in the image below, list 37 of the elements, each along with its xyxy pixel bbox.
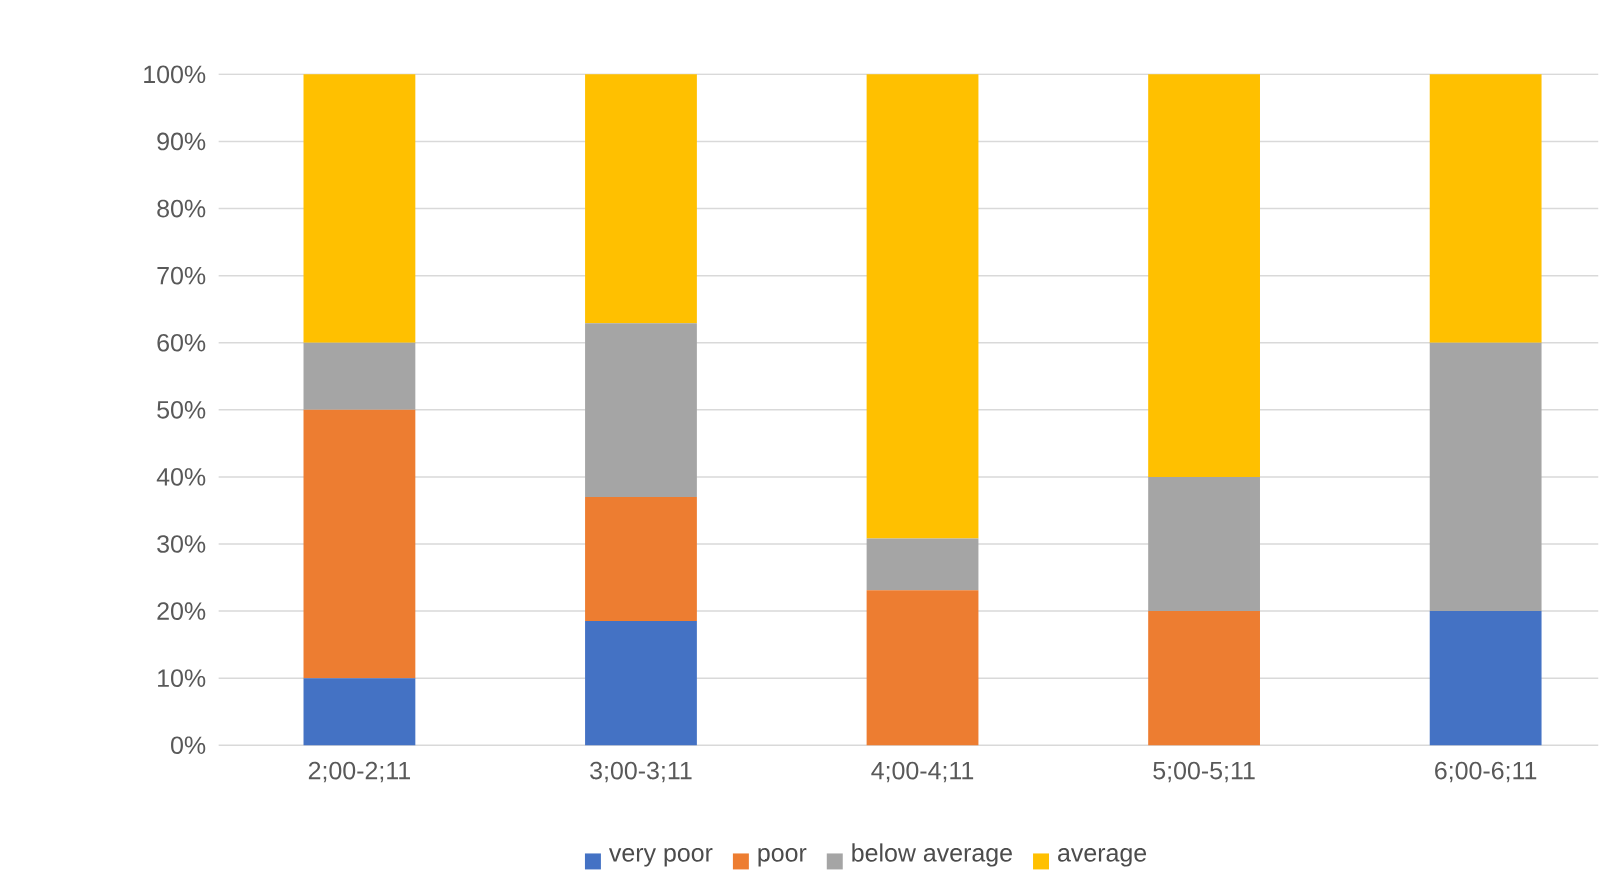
bar	[303, 342, 416, 411]
bar	[303, 678, 416, 746]
bar	[585, 74, 697, 324]
x-tick-label: 5;00-5;11	[1153, 761, 1255, 783]
bar	[303, 410, 416, 679]
bar	[585, 323, 697, 498]
x-tick-label: 4;00-4;11	[871, 761, 974, 783]
y-tick-label: 90%	[157, 132, 206, 151]
x-tick-label: 3;00-3;11	[590, 761, 692, 783]
legend-label: below average	[852, 843, 1012, 867]
bar	[585, 621, 697, 746]
y-tick-label: 0%	[171, 736, 206, 755]
legend-label: very poor	[608, 848, 713, 867]
legend-label: average	[1058, 848, 1147, 867]
bar	[866, 590, 979, 746]
x-tick-label: 6;00-6;11	[1435, 761, 1537, 783]
y-tick-label: 80%	[157, 199, 206, 218]
bar	[585, 497, 697, 622]
bar	[1148, 611, 1260, 746]
y-tick-label: 100%	[144, 65, 206, 84]
y-tick-label: 50%	[157, 401, 206, 419]
legend-label: poor	[758, 848, 807, 867]
y-tick-label: 30%	[157, 535, 206, 554]
y-tick-label: 20%	[157, 602, 206, 621]
bar	[1429, 342, 1542, 612]
y-tick-label: 60%	[157, 334, 206, 352]
y-tick-label: 40%	[156, 468, 206, 486]
y-tick-label: 10%	[158, 669, 206, 688]
bar	[866, 538, 979, 591]
bar	[303, 74, 416, 343]
x-tick-label: 2;00-2;11	[308, 761, 411, 783]
bar	[866, 74, 979, 539]
bar	[1429, 74, 1542, 343]
bar	[1148, 74, 1260, 478]
y-tick-label: 70%	[157, 267, 206, 285]
bar	[1429, 611, 1542, 746]
bar	[1148, 477, 1260, 612]
